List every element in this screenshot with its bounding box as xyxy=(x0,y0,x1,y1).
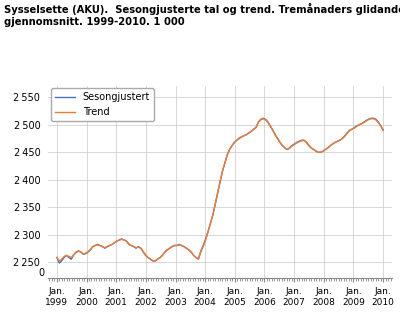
Line: Sesongjustert: Sesongjustert xyxy=(57,118,383,263)
Sesongjustert xyxy=(177,243,182,246)
Sesongjustert xyxy=(170,245,174,249)
Sesongjustert xyxy=(102,246,107,250)
Sesongjustert xyxy=(261,116,266,120)
Trend xyxy=(57,259,62,263)
Trend xyxy=(311,148,316,151)
Sesongjustert xyxy=(54,256,59,260)
Sesongjustert xyxy=(311,148,316,151)
Legend: Sesongjustert, Trend: Sesongjustert, Trend xyxy=(52,88,154,121)
Trend xyxy=(261,117,266,121)
Sesongjustert xyxy=(381,128,386,132)
Trend xyxy=(102,246,107,250)
Trend xyxy=(170,245,174,249)
Trend xyxy=(177,243,182,247)
Line: Trend: Trend xyxy=(57,119,383,261)
Text: 0: 0 xyxy=(38,268,44,278)
Trend xyxy=(381,128,386,132)
Sesongjustert xyxy=(201,244,206,247)
Sesongjustert xyxy=(258,117,263,121)
Trend xyxy=(54,256,59,260)
Trend xyxy=(258,118,263,122)
Sesongjustert xyxy=(57,261,62,265)
Trend xyxy=(201,245,206,249)
Text: Sysselsette (AKU).  Sesongjusterte tal og trend. Tremånaders glidande
gjennomsni: Sysselsette (AKU). Sesongjusterte tal og… xyxy=(4,3,400,27)
